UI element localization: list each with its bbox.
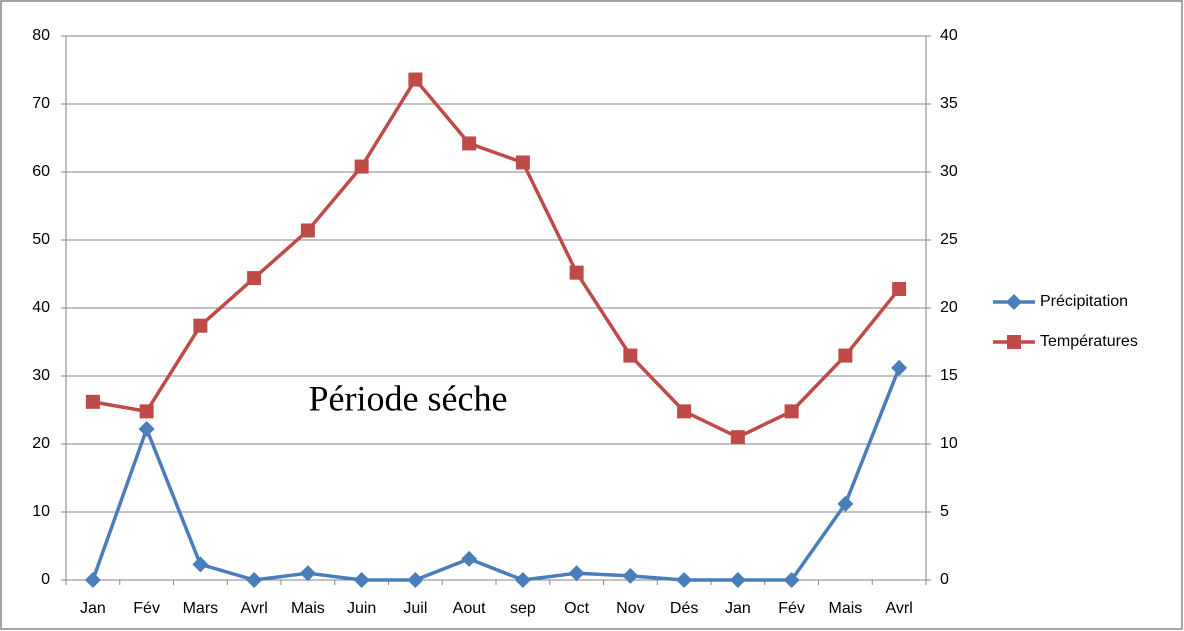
- y-tick-label: 30: [32, 367, 50, 384]
- data-point: [299, 565, 316, 582]
- data-point: [408, 72, 423, 87]
- y-tick-label: 10: [32, 503, 50, 520]
- legend-marker: [1007, 335, 1021, 349]
- series-line: [92, 77, 901, 439]
- legend-label: Températures: [1040, 333, 1138, 350]
- x-tick-label: Nov: [616, 600, 644, 617]
- y-tick-label: 70: [32, 95, 50, 112]
- data-point: [569, 265, 584, 280]
- data-point: [515, 155, 530, 170]
- data-point: [85, 394, 100, 409]
- data-point: [246, 572, 263, 588]
- y2-tick-label: 10: [940, 435, 958, 452]
- x-tick-label: Fév: [778, 600, 805, 617]
- x-tick-label: Avrl: [240, 600, 267, 617]
- data-point: [892, 281, 907, 296]
- x-tick-label: Jan: [725, 600, 751, 617]
- data-point: [729, 572, 746, 588]
- y-tick-label: 20: [32, 435, 50, 452]
- data-point: [300, 223, 315, 238]
- x-tick-label: Dés: [670, 600, 698, 617]
- y-tick-label: 80: [32, 27, 50, 44]
- x-tick-label: Jan: [80, 600, 106, 617]
- data-point: [623, 348, 638, 363]
- data-point: [407, 572, 424, 588]
- data-point: [837, 495, 854, 512]
- data-point: [84, 572, 101, 588]
- legend-marker: [1006, 294, 1022, 310]
- y2-tick-label: 20: [940, 299, 958, 316]
- data-point: [353, 572, 370, 588]
- y2-tick-label: 5: [940, 503, 949, 520]
- x-tick-label: Fév: [133, 600, 160, 617]
- data-point: [192, 556, 209, 573]
- legend-label: Précipitation: [1040, 293, 1128, 310]
- data-point: [354, 159, 369, 174]
- x-tick-label: Aout: [453, 600, 486, 617]
- data-point: [677, 404, 692, 419]
- y2-tick-label: 30: [940, 163, 958, 180]
- data-point: [193, 318, 208, 333]
- data-point: [784, 404, 799, 419]
- data-point: [676, 572, 693, 588]
- y2-tick-label: 0: [940, 571, 949, 588]
- x-tick-label: Mars: [183, 600, 219, 617]
- y-tick-label: 60: [32, 163, 50, 180]
- series-line: [91, 367, 901, 582]
- data-point: [139, 404, 154, 419]
- x-tick-label: Mais: [291, 600, 325, 617]
- y2-tick-label: 15: [940, 367, 958, 384]
- y2-tick-label: 25: [940, 231, 958, 248]
- y-tick-label: 40: [32, 299, 50, 316]
- data-point: [138, 421, 155, 438]
- annotation: Période séche: [309, 378, 508, 418]
- y-tick-label: 50: [32, 231, 50, 248]
- x-tick-label: Juil: [403, 600, 427, 617]
- y2-tick-label: 35: [940, 95, 958, 112]
- data-point: [568, 565, 585, 582]
- data-point: [783, 572, 800, 588]
- data-point: [247, 271, 262, 286]
- data-point: [730, 430, 745, 445]
- x-tick-label: Avrl: [885, 600, 912, 617]
- data-point: [891, 359, 908, 376]
- x-tick-label: Oct: [564, 600, 589, 617]
- x-tick-label: sep: [510, 600, 536, 617]
- data-point: [838, 348, 853, 363]
- data-point: [462, 136, 477, 151]
- data-point: [622, 567, 639, 584]
- y2-tick-label: 40: [940, 27, 958, 44]
- y-tick-label: 0: [41, 571, 50, 588]
- x-tick-label: Juin: [347, 600, 376, 617]
- data-point: [461, 550, 478, 567]
- data-point: [514, 572, 531, 588]
- x-tick-label: Mais: [828, 600, 862, 617]
